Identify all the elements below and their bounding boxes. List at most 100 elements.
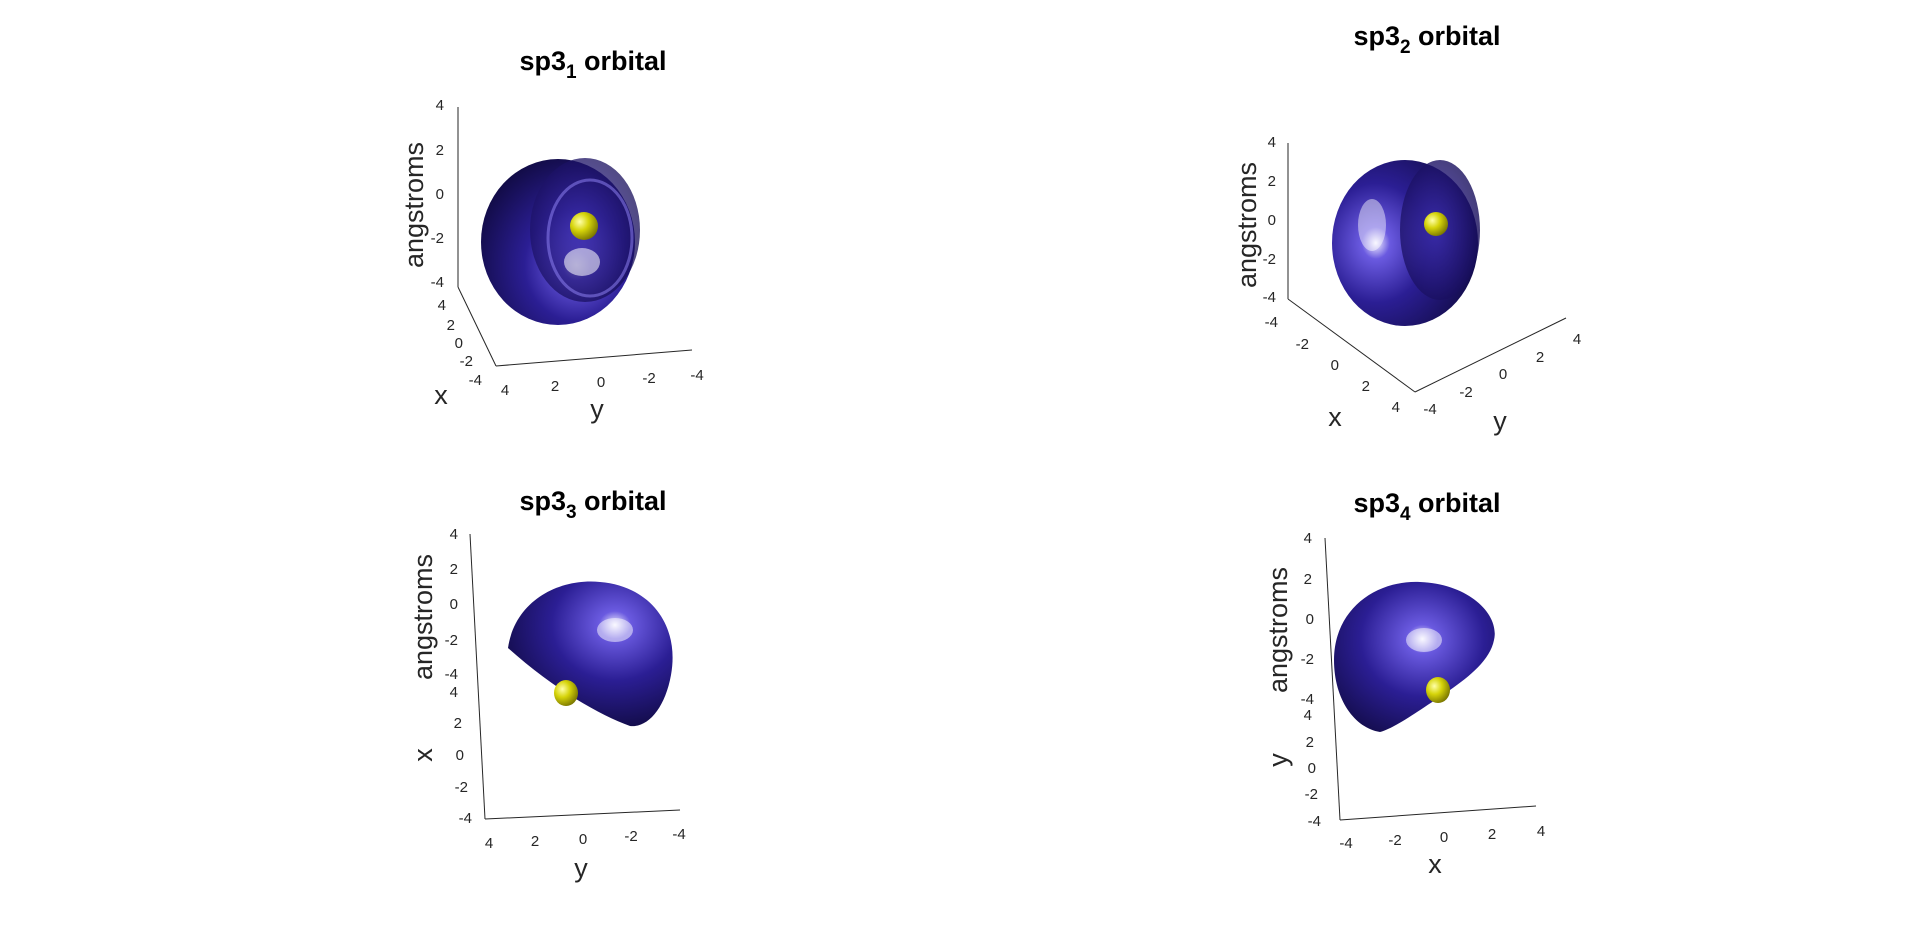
y-tick: 2 xyxy=(531,833,539,850)
z-axis-line xyxy=(470,534,485,819)
x-tick: 4 xyxy=(1392,399,1400,416)
z-tick: -4 xyxy=(1301,691,1314,708)
z-tick: 0 xyxy=(1306,611,1314,628)
x-tick-labels: 4 2 0 -2 -4 xyxy=(438,297,482,389)
panel-title: sp33 orbital xyxy=(519,486,666,523)
z-tick-labels: 4 2 0 -2 -4 xyxy=(445,526,458,683)
x-axis-line xyxy=(1340,806,1536,820)
y-tick: 0 xyxy=(597,374,605,391)
z-tick: 4 xyxy=(436,97,444,114)
x-tick: 0 xyxy=(1440,829,1448,846)
y-tick: 4 xyxy=(1573,331,1581,348)
x-axis-label: x xyxy=(1428,849,1442,879)
x-axis-label: x xyxy=(434,380,448,410)
large-lobe xyxy=(508,582,673,727)
y-axis-label: y xyxy=(574,853,588,883)
y-tick-labels: -4 -2 0 2 4 xyxy=(1423,331,1581,418)
y-tick: -4 xyxy=(690,367,703,384)
y-tick: 0 xyxy=(1499,366,1507,383)
x-tick: 4 xyxy=(450,684,458,701)
x-tick: 2 xyxy=(447,317,455,334)
small-lobe xyxy=(570,212,598,240)
y-tick: -4 xyxy=(1423,401,1436,418)
small-lobe xyxy=(554,680,578,706)
y-tick: 2 xyxy=(1536,349,1544,366)
x-tick: 0 xyxy=(455,335,463,352)
x-tick: -2 xyxy=(1296,336,1309,353)
x-tick: 0 xyxy=(1331,357,1339,374)
z-tick: 2 xyxy=(1268,173,1276,190)
y-tick: 2 xyxy=(1306,734,1314,751)
x-tick-labels: -4 -2 0 2 4 xyxy=(1339,823,1545,852)
z-tick: -2 xyxy=(1263,251,1276,268)
x-tick: 2 xyxy=(454,715,462,732)
large-lobe xyxy=(1332,160,1480,326)
y-tick: -2 xyxy=(1459,384,1472,401)
panel-title: sp31 orbital xyxy=(519,46,666,83)
y-axis-label: y xyxy=(590,394,604,424)
y-tick: -2 xyxy=(624,828,637,845)
y-tick: -4 xyxy=(672,826,685,843)
y-axis-label: y xyxy=(1263,753,1293,767)
panel-title: sp34 orbital xyxy=(1353,488,1500,525)
z-tick: 0 xyxy=(1268,212,1276,229)
x-axis-label: x xyxy=(1328,402,1342,432)
z-tick: 4 xyxy=(450,526,458,543)
z-tick: 2 xyxy=(1304,571,1312,588)
x-tick: -4 xyxy=(1339,835,1352,852)
z-axis-label: angstroms xyxy=(399,142,429,268)
z-tick-labels: 4 2 0 -2 -4 xyxy=(431,97,444,291)
z-tick: 2 xyxy=(436,142,444,159)
z-tick-labels: 4 2 0 -2 -4 xyxy=(1301,530,1314,708)
y-axis-line xyxy=(496,350,692,366)
x-tick: -4 xyxy=(1265,314,1278,331)
panel-title: sp32 orbital xyxy=(1353,21,1500,58)
y-axis-label: y xyxy=(1493,406,1507,436)
x-tick: 0 xyxy=(456,747,464,764)
z-tick-labels: 4 2 0 -2 -4 xyxy=(1263,134,1276,306)
y-axis-line xyxy=(485,810,680,819)
x-tick: -4 xyxy=(469,372,482,389)
y-tick-labels: 4 2 0 -2 -4 xyxy=(1304,707,1321,830)
panel-sp3-4: sp34 orbital 4 2 0 -2 -4 4 2 0 -2 -4 -4 … xyxy=(1263,488,1545,879)
z-tick: 0 xyxy=(450,596,458,613)
z-tick: 4 xyxy=(1304,530,1312,547)
z-tick: -2 xyxy=(445,632,458,649)
x-tick: -2 xyxy=(455,779,468,796)
y-tick-labels: 4 2 0 -2 -4 xyxy=(485,826,686,852)
x-tick: 4 xyxy=(1537,823,1545,840)
large-lobe xyxy=(1334,582,1495,732)
x-tick-labels: -4 -2 0 2 4 xyxy=(1265,314,1400,416)
y-tick: 4 xyxy=(1304,707,1312,724)
y-tick: 4 xyxy=(485,835,493,852)
y-tick: -2 xyxy=(1305,786,1318,803)
x-tick: 2 xyxy=(1488,826,1496,843)
z-tick: 4 xyxy=(1268,134,1276,151)
z-axis-label: angstroms xyxy=(408,554,438,680)
x-tick: 2 xyxy=(1362,378,1370,395)
z-tick: -4 xyxy=(445,666,458,683)
panel-sp3-3: sp33 orbital 4 2 0 -2 -4 4 2 0 -2 -4 4 2… xyxy=(408,486,686,883)
panel-sp3-1: sp31 orbital 4 2 0 -2 -4 4 2 0 -2 -4 4 2… xyxy=(399,46,704,424)
z-axis-label: angstroms xyxy=(1232,162,1262,288)
y-tick: -4 xyxy=(1308,813,1321,830)
z-axis-label: angstroms xyxy=(1263,567,1293,693)
panel-sp3-2: sp32 orbital 4 2 0 -2 -4 -4 -2 0 2 4 -4 … xyxy=(1232,21,1581,436)
z-tick: 0 xyxy=(436,186,444,203)
x-tick: -4 xyxy=(459,810,472,827)
x-tick-labels: 4 2 0 -2 -4 xyxy=(450,684,472,827)
x-tick: -2 xyxy=(1388,832,1401,849)
y-tick: 2 xyxy=(551,378,559,395)
small-lobe xyxy=(1424,212,1448,236)
z-tick: -2 xyxy=(1301,651,1314,668)
z-tick: 2 xyxy=(450,561,458,578)
z-tick: -4 xyxy=(431,274,444,291)
x-axis-label: x xyxy=(408,748,438,762)
x-tick: 4 xyxy=(438,297,446,314)
x-tick: -2 xyxy=(460,353,473,370)
z-tick: -2 xyxy=(431,230,444,247)
small-lobe xyxy=(1426,677,1450,703)
y-tick: 0 xyxy=(1308,760,1316,777)
y-tick: 4 xyxy=(501,382,509,399)
